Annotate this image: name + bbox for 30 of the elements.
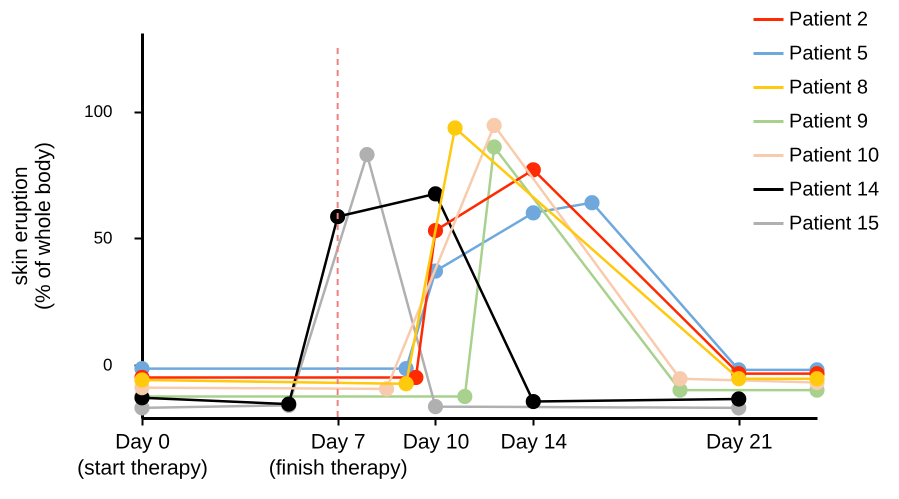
point — [398, 376, 414, 392]
legend-label: Patient 9 — [789, 110, 868, 132]
point — [672, 371, 688, 386]
legend-label: Patient 10 — [789, 144, 880, 166]
legend-label: Patient 14 — [789, 178, 880, 200]
point — [428, 399, 444, 414]
y-tick-label: 100 — [84, 102, 112, 122]
point — [731, 391, 746, 407]
point — [486, 118, 502, 134]
y-tick-label: 0 — [103, 355, 112, 374]
point — [428, 186, 444, 202]
point — [526, 205, 541, 220]
y-axis-title: skin eruption (% of whole body) — [9, 142, 56, 310]
x-tick-label: Day 14 — [500, 430, 568, 454]
point — [486, 139, 502, 155]
point — [584, 195, 600, 210]
legend-label: Patient 2 — [789, 8, 868, 30]
point — [330, 209, 346, 224]
y-tick-label: 50 — [94, 228, 112, 248]
point — [447, 120, 463, 136]
point — [809, 371, 825, 386]
x-tick-label: Day 21 — [706, 430, 773, 454]
legend-label: Patient 15 — [789, 212, 880, 234]
point — [526, 394, 541, 410]
legend-label: Patient 5 — [789, 42, 868, 64]
point — [731, 371, 746, 386]
x-tick-label: Day 0 (start therapy) — [77, 430, 208, 480]
legend-label: Patient 8 — [789, 76, 868, 98]
point — [457, 388, 472, 404]
point — [359, 147, 375, 162]
